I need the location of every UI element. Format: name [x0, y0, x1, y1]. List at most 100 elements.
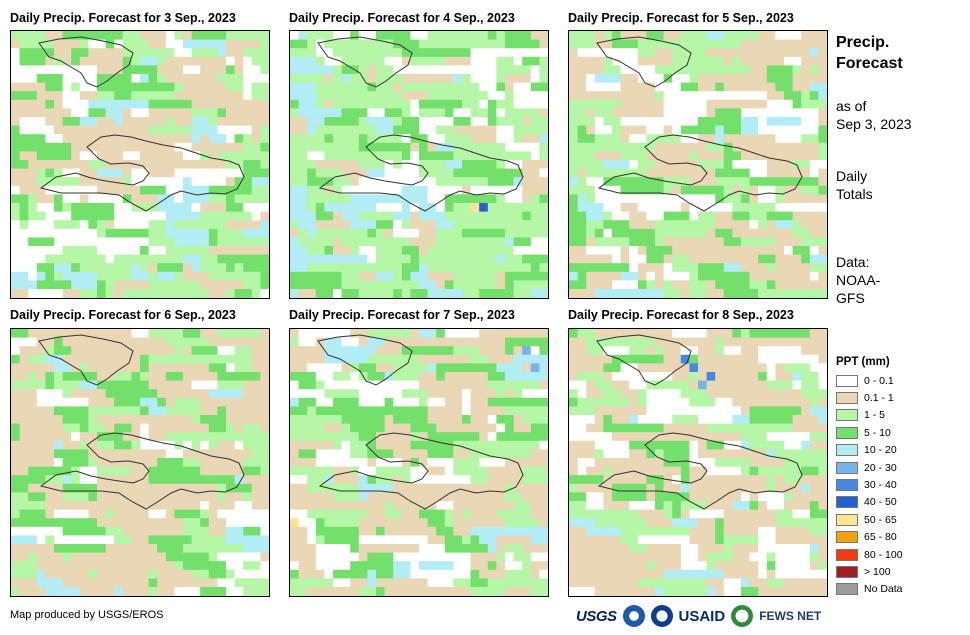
precip-cell — [298, 125, 308, 135]
precip-cell — [45, 228, 55, 238]
precip-cell — [766, 280, 776, 290]
precip-cell — [62, 569, 72, 579]
precip-cell — [36, 329, 46, 338]
precip-cell — [792, 194, 802, 204]
precip-cell — [97, 372, 106, 381]
precip-cell — [594, 220, 604, 230]
precip-cell — [775, 65, 785, 75]
precip-cell — [122, 160, 132, 169]
precip-cell — [148, 99, 158, 109]
precip-cell — [45, 440, 55, 450]
precip-cell — [226, 177, 235, 187]
precip-cell — [62, 346, 72, 356]
precip-cell — [88, 380, 98, 390]
precip-cell — [79, 151, 89, 161]
precip-cell — [419, 108, 428, 118]
precip-cell — [612, 117, 621, 126]
precip-cell — [393, 475, 403, 485]
precip-cell — [522, 117, 532, 126]
precip-cell — [54, 177, 63, 187]
precip-cell — [105, 363, 115, 373]
precip-cell — [637, 185, 647, 195]
precip-cell — [140, 492, 149, 502]
precip-cell — [505, 372, 514, 381]
precip-cell — [298, 380, 308, 390]
precip-cell — [97, 211, 106, 221]
precip-cell — [453, 220, 463, 230]
precip-cell — [234, 65, 244, 75]
precip-cell — [367, 237, 377, 247]
precip-cell — [436, 423, 446, 433]
precip-cell — [54, 134, 63, 144]
precip-cell — [427, 346, 437, 356]
precip-cell — [505, 228, 514, 238]
precip-cell — [577, 263, 587, 273]
precip-cell — [522, 346, 532, 356]
precip-cell — [148, 125, 158, 135]
precip-cell — [260, 74, 269, 83]
precip-cell — [97, 280, 106, 290]
precip-cell — [243, 449, 253, 459]
precip-cell — [200, 415, 210, 424]
precip-cell — [290, 440, 299, 450]
precip-cell — [603, 237, 613, 247]
precip-cell — [260, 518, 269, 528]
hispaniola-coastline — [318, 432, 524, 510]
precip-cell — [45, 492, 55, 502]
precip-cell — [594, 185, 604, 195]
precip-cell — [341, 346, 351, 356]
precip-cell — [689, 39, 699, 49]
precip-cell — [577, 125, 587, 135]
precip-cell — [401, 48, 411, 58]
precip-cell — [79, 271, 89, 281]
precip-cell — [792, 271, 802, 281]
precip-cell — [315, 125, 325, 135]
precip-cell — [629, 346, 639, 356]
precip-cell — [208, 329, 218, 338]
precip-cell — [427, 440, 437, 450]
precip-cell — [680, 337, 690, 347]
precip-cell — [54, 39, 63, 49]
precip-cell — [174, 31, 184, 40]
precip-cell — [594, 177, 604, 187]
precip-cell — [766, 31, 776, 40]
precip-cell — [401, 99, 411, 109]
precip-cell — [183, 363, 192, 373]
precip-cell — [36, 31, 46, 40]
precip-cell — [530, 185, 540, 195]
precip-cell — [62, 561, 72, 571]
precip-cell — [208, 561, 218, 571]
cuba-coastline — [596, 36, 692, 88]
precip-cell — [612, 363, 621, 373]
precip-cell — [539, 117, 548, 126]
precip-cell — [723, 151, 733, 161]
precip-cell — [577, 82, 587, 92]
precip-cell — [200, 492, 210, 502]
precip-cell — [36, 535, 46, 545]
precip-cell — [376, 108, 385, 118]
precip-cell — [818, 337, 827, 347]
precip-cell — [105, 397, 115, 407]
precip-cell — [663, 82, 673, 92]
precip-cell — [427, 99, 437, 109]
precip-cell — [384, 578, 394, 588]
precip-cell — [62, 501, 72, 510]
precip-cell — [522, 440, 532, 450]
precip-cell — [243, 134, 253, 144]
precip-cell — [655, 246, 664, 255]
precip-cell — [444, 363, 454, 373]
precip-cell — [393, 237, 403, 247]
precip-cell — [715, 271, 725, 281]
precip-cell — [522, 39, 532, 49]
precip-cell — [148, 177, 158, 187]
precip-cell — [298, 587, 308, 596]
precip-cell — [620, 237, 630, 247]
precip-cell — [470, 263, 480, 273]
precip-cell — [706, 177, 716, 187]
precip-cell — [637, 280, 647, 290]
precip-cell — [577, 151, 587, 161]
precip-cell — [766, 246, 776, 255]
precip-cell — [174, 492, 184, 502]
precip-cell — [594, 289, 604, 298]
precip-cell — [105, 108, 115, 118]
